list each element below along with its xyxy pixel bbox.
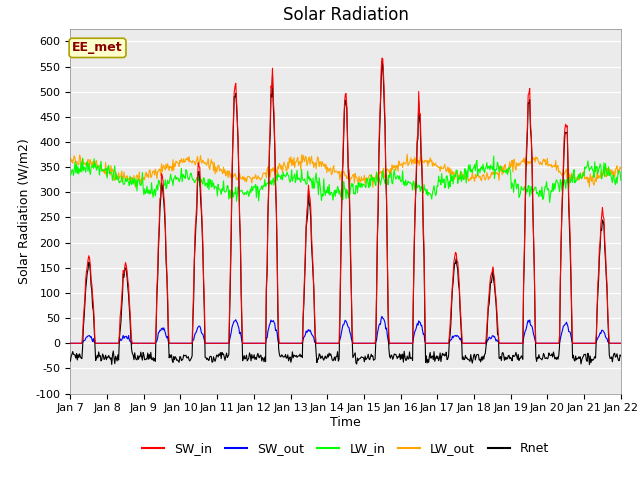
Title: Solar Radiation: Solar Radiation — [283, 6, 408, 24]
Legend: SW_in, SW_out, LW_in, LW_out, Rnet: SW_in, SW_out, LW_in, LW_out, Rnet — [137, 437, 554, 460]
Y-axis label: Solar Radiation (W/m2): Solar Radiation (W/m2) — [17, 138, 30, 284]
Text: EE_met: EE_met — [72, 41, 123, 54]
X-axis label: Time: Time — [330, 416, 361, 429]
